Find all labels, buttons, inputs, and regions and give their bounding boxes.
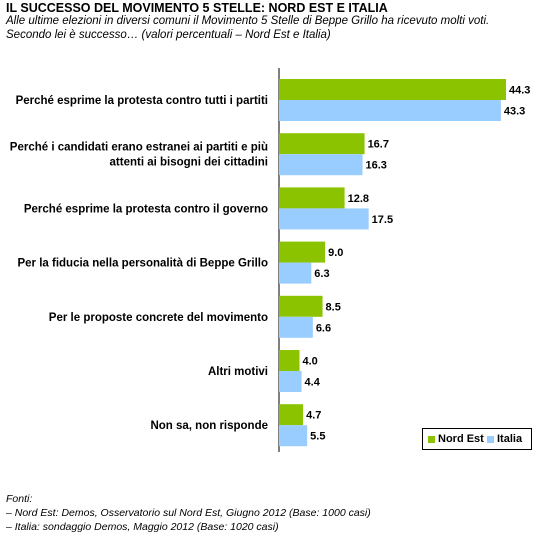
data-label-nord-est-6: 4.7	[306, 410, 321, 422]
category-label-1-line-1: attenti ai bisogni dei cittadini	[110, 157, 268, 169]
bar-nord-est-4	[279, 295, 323, 317]
category-label-4: Per le proposte concrete del movimento	[49, 312, 268, 324]
data-label-italia-5: 4.4	[305, 377, 321, 389]
category-label-0: Perché esprime la protesta contro tutti …	[16, 95, 268, 107]
bar-italia-2	[279, 208, 369, 230]
data-label-italia-0: 43.3	[504, 106, 525, 118]
bar-nord-est-2	[279, 187, 345, 209]
chart-legend: Nord Est Italia	[422, 428, 532, 450]
category-label-2: Perché esprime la protesta contro il gov…	[24, 203, 268, 215]
chart-title: IL SUCCESSO DEL MOVIMENTO 5 STELLE: NORD…	[6, 1, 388, 15]
legend-swatch-nord-est	[428, 435, 435, 443]
sources-heading: Fonti:	[6, 493, 33, 505]
data-label-nord-est-4: 8.5	[326, 301, 341, 313]
data-label-italia-4: 6.6	[316, 322, 331, 334]
category-label-1-line-0: Perché i candidati erano estranei ai par…	[10, 142, 268, 154]
bar-italia-5	[279, 371, 302, 392]
bar-nord-est-6	[279, 404, 304, 426]
legend-item-italia: Italia	[487, 433, 522, 445]
bar-italia-0	[279, 100, 501, 121]
bar-nord-est-3	[279, 241, 326, 263]
legend-item-nord-est: Nord Est	[428, 433, 484, 445]
bar-nord-est-5	[279, 350, 300, 371]
source-italia: – Italia: sondaggio Demos, Maggio 2012 (…	[6, 521, 279, 533]
bar-nord-est-1	[279, 133, 365, 155]
data-label-italia-6: 5.5	[310, 431, 325, 443]
bar-italia-6	[279, 425, 308, 447]
data-label-nord-est-1: 16.7	[368, 139, 389, 151]
category-label-6: Non sa, non risponde	[150, 420, 268, 432]
chart-subtitle-line-1: Alle ultime elezioni in diversi comuni i…	[6, 15, 490, 27]
legend-label-nord-est: Nord Est	[438, 433, 484, 445]
legend-label-italia: Italia	[497, 433, 523, 445]
bar-italia-3	[279, 262, 312, 284]
data-label-nord-est-3: 9.0	[328, 247, 343, 259]
data-label-italia-2: 17.5	[372, 214, 393, 226]
category-label-5: Altri motivi	[208, 366, 268, 378]
source-nord-est: – Nord Est: Demos, Osservatorio sul Nord…	[6, 507, 371, 519]
bar-italia-4	[279, 316, 313, 338]
chart-subtitle-line-2: Secondo lei è successo… (valori percentu…	[6, 29, 331, 41]
legend-swatch-italia	[487, 435, 494, 443]
data-label-italia-3: 6.3	[314, 268, 329, 280]
data-label-nord-est-2: 12.8	[348, 193, 369, 205]
data-label-nord-est-0: 44.3	[509, 85, 530, 97]
bar-nord-est-0	[279, 79, 506, 100]
bar-chart: 44.3 43.3 Perché esprime la protesta contr…	[10, 68, 530, 452]
bar-italia-1	[279, 154, 363, 176]
data-label-italia-1: 16.3	[366, 160, 387, 172]
data-label-nord-est-5: 4.0	[302, 356, 317, 368]
category-label-3: Per la fiducia nella personalità di Bepp…	[17, 258, 268, 270]
